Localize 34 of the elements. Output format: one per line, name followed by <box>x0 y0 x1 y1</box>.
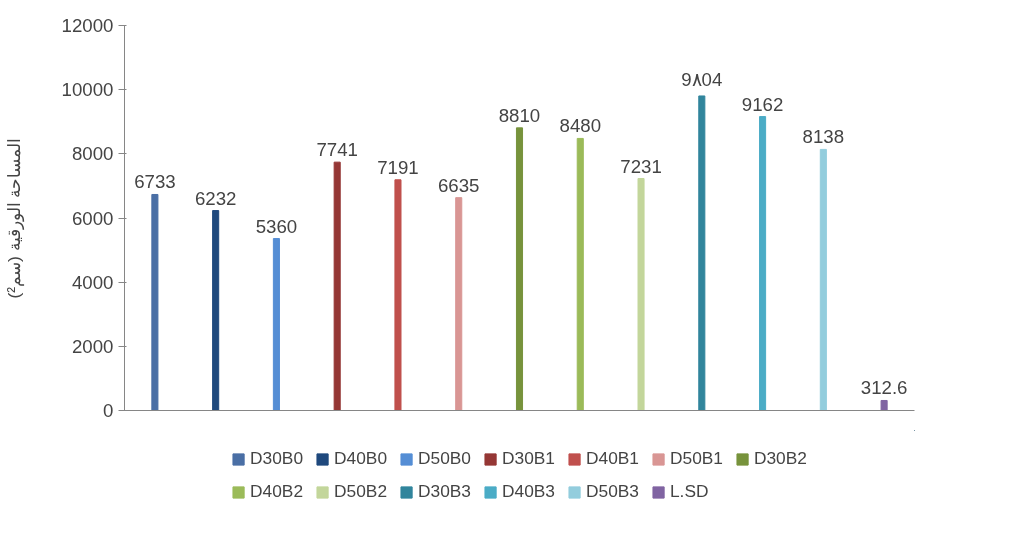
data-label: 8480 <box>559 115 602 137</box>
legend-label: D50B0 <box>418 448 472 469</box>
data-label: 9162 <box>741 93 784 115</box>
data-label: 7191 <box>377 156 419 178</box>
legend-label: D40B0 <box>334 448 388 469</box>
data-label: 7741 <box>316 139 358 161</box>
legend-label: D30B3 <box>418 481 472 502</box>
y-tick-label: 8000 <box>72 143 114 165</box>
legend-label: L.SD <box>669 481 709 502</box>
data-label: 7231 <box>620 155 662 177</box>
data-label: 9٨04 <box>681 68 723 90</box>
legend-label: D30B2 <box>753 448 807 469</box>
legend-label: D50B1 <box>669 448 723 469</box>
data-label: 8810 <box>498 104 541 126</box>
y-tick-label: 6000 <box>72 207 114 229</box>
data-label: 312.6 <box>860 377 908 399</box>
data-label: 6733 <box>134 171 176 193</box>
y-tick-label: 10000 <box>61 79 114 101</box>
legend-label: D40B1 <box>585 448 639 469</box>
legend-label: D30B1 <box>502 448 555 469</box>
legend-label: D40B2 <box>250 481 304 502</box>
y-tick-label: 12000 <box>61 15 114 36</box>
legend-label: D50B2 <box>334 481 388 502</box>
data-label: 5360 <box>255 215 298 237</box>
legend-label: D50B3 <box>585 481 639 502</box>
data-label: 8138 <box>802 126 845 148</box>
legend-label: D40B3 <box>502 481 555 502</box>
y-tick-label: 4000 <box>72 271 114 293</box>
y-tick-label: 2000 <box>72 335 114 357</box>
data-label: 6635 <box>437 174 480 196</box>
data-label: 6232 <box>194 187 237 209</box>
legend-label: D30B0 <box>250 448 304 469</box>
y-tick-label: 0 <box>103 400 114 421</box>
y-axis-title: المساحة الورقية (سم²) <box>3 137 25 299</box>
